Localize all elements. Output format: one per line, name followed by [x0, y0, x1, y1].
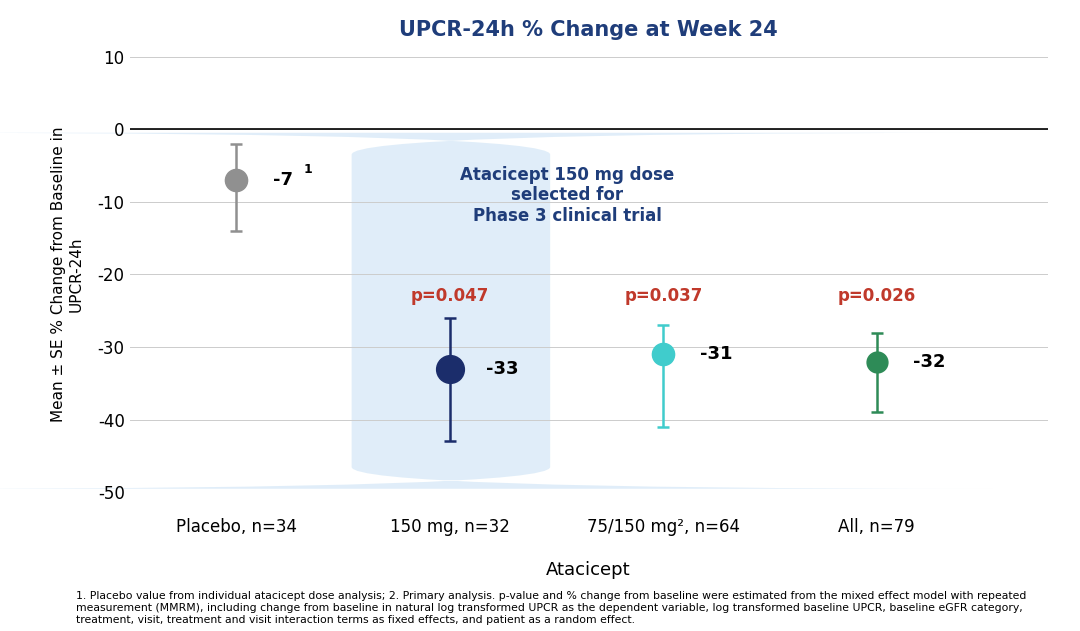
Text: All, n=79: All, n=79 [838, 517, 915, 536]
Text: 1. Placebo value from individual atacicept dose analysis; 2. Primary analysis. p: 1. Placebo value from individual atacice… [76, 591, 1026, 625]
Text: 75/150 mg², n=64: 75/150 mg², n=64 [586, 517, 740, 536]
Text: p=0.037: p=0.037 [624, 287, 702, 305]
Text: p=0.026: p=0.026 [838, 287, 916, 305]
FancyBboxPatch shape [0, 133, 993, 489]
Y-axis label: Mean ± SE % Change from Baseline in
UPCR-24h: Mean ± SE % Change from Baseline in UPCR… [52, 127, 84, 422]
Text: 150 mg, n=32: 150 mg, n=32 [390, 517, 510, 536]
Text: 1: 1 [303, 163, 312, 176]
Text: -31: -31 [700, 345, 732, 363]
Title: UPCR-24h % Change at Week 24: UPCR-24h % Change at Week 24 [400, 20, 778, 40]
Text: -33: -33 [486, 360, 518, 378]
Text: Placebo, n=34: Placebo, n=34 [176, 517, 297, 536]
Text: Atacicept: Atacicept [546, 561, 631, 579]
Text: Atacicept 150 mg dose
selected for
Phase 3 clinical trial: Atacicept 150 mg dose selected for Phase… [460, 165, 674, 225]
Text: p=0.047: p=0.047 [410, 287, 489, 305]
Text: -32: -32 [913, 353, 946, 370]
Text: -7: -7 [272, 171, 293, 189]
